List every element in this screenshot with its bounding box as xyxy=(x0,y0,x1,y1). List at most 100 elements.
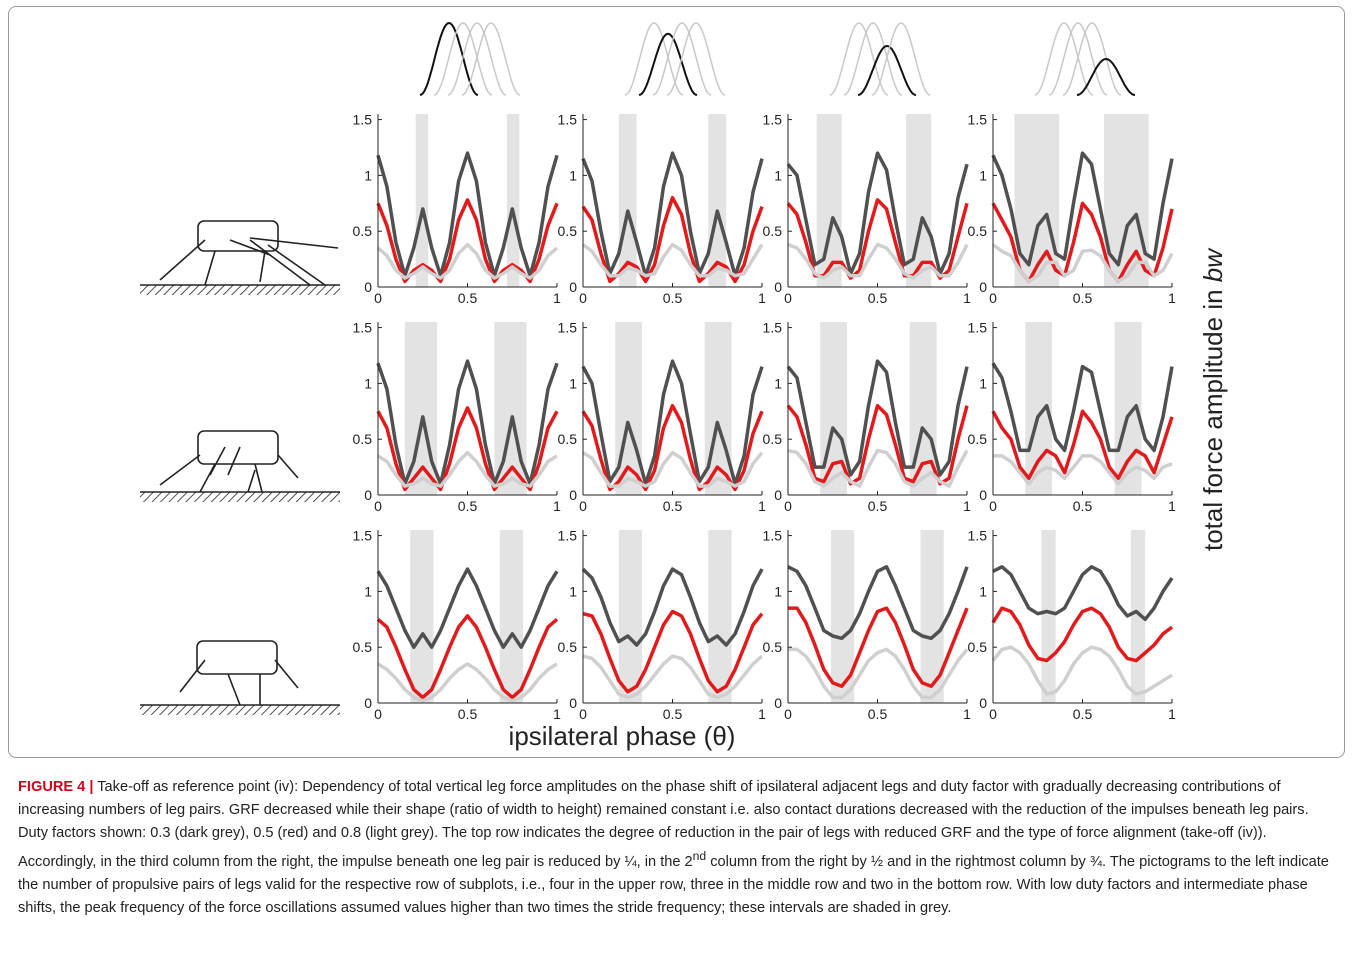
y-tick-label: 0 xyxy=(569,695,577,711)
x-tick-label: 0.5 xyxy=(458,498,478,514)
line-series xyxy=(376,567,559,649)
line-series xyxy=(992,565,1174,622)
x-tick-label: 1 xyxy=(758,290,766,306)
line-series xyxy=(581,151,764,278)
line-series xyxy=(582,654,764,700)
line-series xyxy=(991,409,1174,481)
y-tick-label: 1 xyxy=(774,583,782,599)
alignment-curve xyxy=(461,22,521,96)
caption-text: Take-off as reference point (iv): Depend… xyxy=(18,779,1309,870)
x-tick-label: 0.5 xyxy=(868,498,888,514)
subplot: 0 0.5 1 1.5 0 0.5 1 xyxy=(968,528,1177,722)
line-series xyxy=(993,454,1173,486)
alignment-curve xyxy=(1034,22,1094,96)
y-tick-label: 1.5 xyxy=(353,528,373,544)
y-tick-label: 1 xyxy=(364,167,372,183)
x-tick-label: 1 xyxy=(1168,706,1176,722)
subplot: 0 0.5 1 1.5 0 0.5 1 xyxy=(558,112,767,306)
y-tick-label: 1.5 xyxy=(968,320,988,336)
pictogram-four-pairs xyxy=(140,220,340,295)
alignment-pictogram xyxy=(1034,22,1136,96)
shaded-interval xyxy=(618,530,643,703)
y-tick-label: 0.5 xyxy=(968,639,988,655)
x-tick-label: 0 xyxy=(989,706,997,722)
y-tick-label: 0.5 xyxy=(763,639,783,655)
line-series xyxy=(376,242,559,280)
y-tick-label: 1 xyxy=(569,583,577,599)
y-tick-label: 1.5 xyxy=(968,528,988,544)
alignment-curve xyxy=(843,22,903,96)
line-series xyxy=(582,450,764,488)
line-series xyxy=(787,242,969,280)
x-axis-title: ipsilateral phase (θ) xyxy=(509,721,736,751)
x-tick-label: 1 xyxy=(963,706,971,722)
pictogram-two-pairs xyxy=(140,640,340,715)
subplot: 0 0.5 1 1.5 0 0.5 1 xyxy=(763,320,972,514)
caption: FIGURE 4 | Take-off as reference point (… xyxy=(18,776,1340,920)
alignment-curve xyxy=(1076,57,1136,96)
y-tick-label: 0 xyxy=(569,487,577,503)
y-tick-label: 0.5 xyxy=(353,639,373,655)
shaded-interval xyxy=(1041,530,1056,703)
y-tick-label: 1 xyxy=(979,583,987,599)
x-tick-label: 0 xyxy=(374,498,382,514)
shaded-interval xyxy=(415,114,429,287)
y-tick-label: 0 xyxy=(979,487,987,503)
line-series xyxy=(377,662,558,703)
alignment-curve xyxy=(1062,22,1122,96)
x-tick-label: 0.5 xyxy=(458,290,478,306)
y-tick-label: 1 xyxy=(979,167,987,183)
y-tick-label: 0 xyxy=(774,695,782,711)
alignment-curve xyxy=(829,22,889,96)
subplot: 0 0.5 1 1.5 0 0.5 1 xyxy=(558,320,767,514)
line-series xyxy=(788,647,969,700)
y-tick-label: 0.5 xyxy=(558,639,578,655)
subplot: 0 0.5 1 1.5 0 0.5 1 xyxy=(968,320,1177,514)
shaded-interval xyxy=(618,114,637,287)
pictogram-three-pairs xyxy=(140,430,340,502)
y-tick-label: 0 xyxy=(364,279,372,295)
x-tick-label: 0 xyxy=(579,498,587,514)
x-tick-label: 0 xyxy=(989,290,997,306)
x-tick-label: 1 xyxy=(553,498,561,514)
y-tick-label: 0 xyxy=(774,279,782,295)
alignment-pictogram xyxy=(829,22,931,96)
shaded-interval xyxy=(708,114,727,287)
y-tick-label: 1 xyxy=(979,375,987,391)
y-tick-label: 0.5 xyxy=(353,431,373,447)
subplot: 0 0.5 1 1.5 0 0.5 1 xyxy=(353,112,562,306)
y-tick-label: 0 xyxy=(979,695,987,711)
y-tick-label: 0.5 xyxy=(763,431,783,447)
x-tick-label: 0.5 xyxy=(663,706,683,722)
subplot: 0 0.5 1 1.5 0 0.5 1 xyxy=(558,528,767,722)
y-tick-label: 0.5 xyxy=(968,431,988,447)
line-series xyxy=(377,450,558,488)
y-tick-label: 1 xyxy=(364,375,372,391)
figure: ipsilateral phase (θ) total force amplit… xyxy=(140,21,1228,751)
x-tick-label: 0.5 xyxy=(663,498,683,514)
x-tick-label: 1 xyxy=(758,498,766,514)
line-series xyxy=(581,195,764,284)
line-series xyxy=(787,565,969,641)
subplot: 0 0.5 1 1.5 0 0.5 1 xyxy=(763,112,972,306)
x-tick-label: 1 xyxy=(1168,290,1176,306)
y-tick-label: 0.5 xyxy=(558,431,578,447)
line-series xyxy=(581,359,764,486)
y-tick-label: 0 xyxy=(979,279,987,295)
line-series xyxy=(991,151,1174,267)
alignment-curve xyxy=(433,22,493,96)
shaded-interval xyxy=(506,114,520,287)
y-tick-label: 1 xyxy=(774,167,782,183)
line-series xyxy=(786,359,969,477)
x-tick-label: 0.5 xyxy=(663,290,683,306)
y-tick-label: 0 xyxy=(364,487,372,503)
line-series xyxy=(787,448,969,488)
line-series xyxy=(376,614,559,700)
x-tick-label: 0 xyxy=(989,498,997,514)
y-axis-title-unit: bw xyxy=(1198,247,1228,282)
y-tick-label: 1.5 xyxy=(558,112,578,128)
y-tick-label: 1.5 xyxy=(558,528,578,544)
y-tick-label: 1 xyxy=(774,375,782,391)
subplot: 0 0.5 1 1.5 0 0.5 1 xyxy=(353,320,562,514)
y-tick-label: 1.5 xyxy=(763,320,783,336)
